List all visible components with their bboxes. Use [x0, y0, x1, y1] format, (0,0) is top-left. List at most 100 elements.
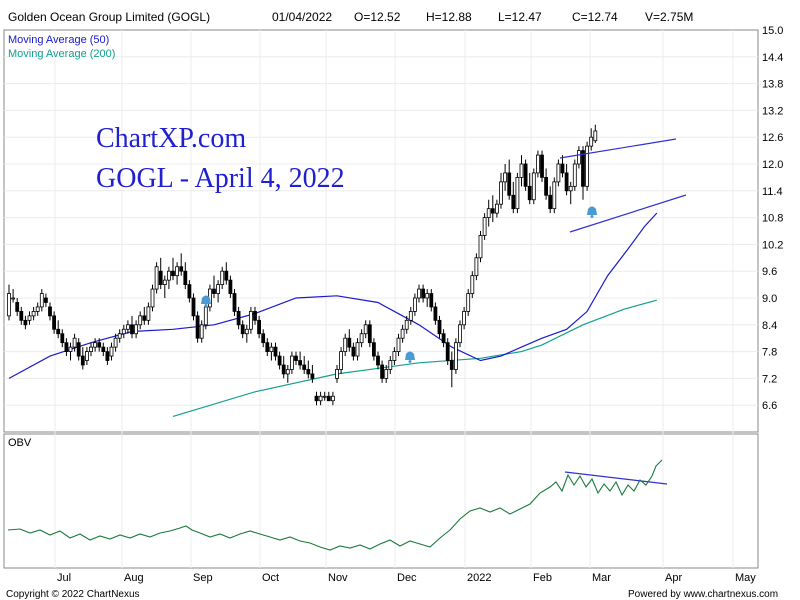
candle	[261, 329, 266, 348]
candle	[244, 324, 249, 343]
candle	[285, 365, 290, 383]
alert-bell-icon[interactable]	[587, 206, 597, 219]
candle	[519, 155, 524, 187]
candle	[138, 311, 143, 330]
candle	[171, 257, 175, 281]
powered-by: Powered by www.chartnexus.com	[628, 589, 778, 600]
candle	[134, 320, 139, 339]
candle	[236, 306, 241, 330]
candle	[121, 324, 126, 339]
candle	[179, 253, 184, 276]
candle	[437, 315, 442, 339]
ma200-line	[172, 299, 657, 417]
candle	[113, 333, 118, 352]
candle	[359, 329, 364, 348]
candle	[577, 146, 581, 169]
grid	[4, 30, 758, 568]
candle	[232, 289, 237, 316]
candle	[269, 342, 274, 361]
obv-trendline	[564, 471, 668, 485]
candle	[511, 181, 516, 214]
candle	[306, 360, 311, 379]
candle	[371, 338, 376, 361]
candle	[527, 172, 532, 205]
candle	[158, 257, 163, 290]
candle	[191, 293, 196, 321]
x-tick-label: Feb	[533, 572, 552, 584]
candle	[314, 391, 319, 406]
y-tick-label: 7.2	[762, 373, 777, 385]
x-tick-label: Nov	[328, 572, 348, 584]
candle	[298, 351, 303, 370]
candle	[339, 347, 344, 374]
candle	[183, 262, 188, 290]
candle	[302, 356, 307, 374]
candle	[294, 351, 298, 365]
y-tick-label: 10.2	[762, 239, 783, 251]
ma-path	[8, 212, 658, 379]
x-tick-label: Dec	[397, 572, 417, 584]
candle	[388, 356, 393, 374]
candle	[101, 342, 106, 357]
candle	[76, 338, 81, 361]
candle	[97, 338, 102, 352]
candle	[187, 280, 192, 303]
candle	[433, 302, 438, 325]
x-tick-label: 2022	[467, 572, 491, 584]
candle	[220, 266, 225, 290]
candle	[466, 289, 471, 316]
alert-bell-icon[interactable]	[405, 351, 415, 364]
candle	[536, 150, 540, 178]
candle	[126, 320, 130, 334]
candle	[568, 181, 573, 205]
candle	[85, 347, 89, 365]
candle	[343, 333, 348, 357]
candle	[240, 320, 245, 339]
candle	[503, 164, 508, 191]
watermark-line1: ChartXP.com	[96, 123, 246, 154]
quote-open: O=12.52	[354, 10, 401, 24]
alert-bell-icon[interactable]	[201, 295, 211, 308]
candle	[453, 338, 458, 374]
y-tick-label: 14.4	[762, 52, 783, 64]
candle	[318, 391, 323, 406]
candle	[523, 159, 528, 191]
candle	[412, 293, 417, 316]
candle	[552, 177, 557, 214]
x-tick-label: Mar	[592, 572, 611, 584]
candle	[15, 298, 20, 316]
candle	[257, 315, 262, 339]
candle	[44, 293, 48, 307]
candle	[80, 347, 85, 370]
candle	[162, 275, 167, 298]
candle	[281, 356, 286, 379]
watermark-line2: GOGL - April 4, 2022	[96, 163, 345, 194]
y-tick-label: 10.8	[762, 213, 783, 225]
candle	[470, 271, 475, 298]
candle	[166, 266, 171, 290]
candle	[449, 351, 454, 388]
candle	[367, 320, 372, 348]
x-tick-label: Jul	[57, 572, 71, 584]
candle	[335, 365, 339, 383]
y-tick-label: 12.6	[762, 132, 783, 144]
y-tick-label: 9.6	[762, 266, 777, 278]
candle	[441, 329, 446, 348]
candle	[462, 306, 467, 330]
candle	[560, 155, 565, 178]
candle	[347, 329, 352, 352]
candle	[105, 347, 110, 365]
candle	[248, 306, 253, 334]
candle	[212, 275, 216, 298]
candle	[109, 342, 114, 361]
candle	[376, 351, 380, 370]
candle	[544, 168, 548, 200]
x-tick-label: Sep	[193, 572, 213, 584]
candle	[445, 338, 450, 365]
candle	[48, 302, 52, 321]
candle	[35, 302, 40, 316]
candle	[19, 306, 24, 325]
candle	[253, 306, 257, 325]
candle	[146, 302, 151, 325]
candle	[93, 338, 97, 352]
